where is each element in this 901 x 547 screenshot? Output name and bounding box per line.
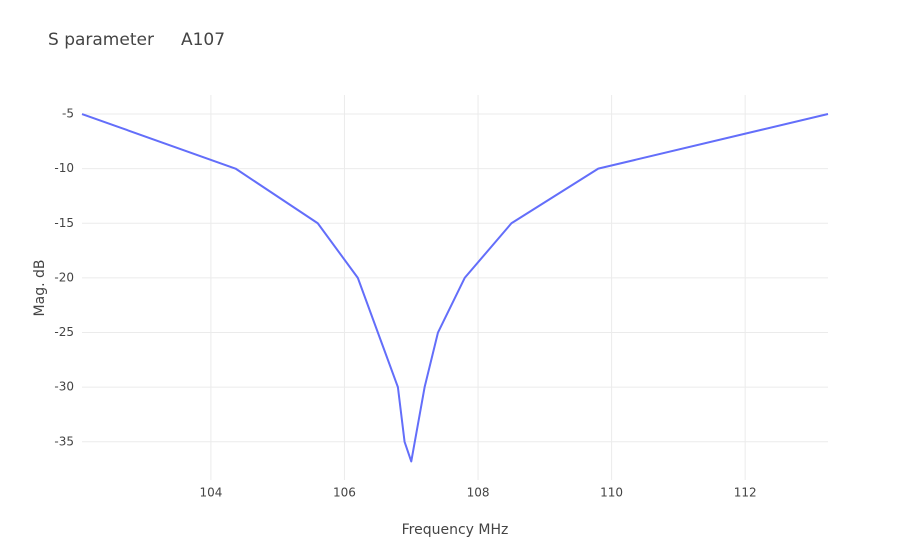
y-tick-label: -10 xyxy=(54,161,74,175)
y-tick-label: -5 xyxy=(62,107,74,121)
y-tick-label: -30 xyxy=(54,380,74,394)
y-tick-label: -25 xyxy=(54,325,74,339)
y-tick-label: -35 xyxy=(54,434,74,448)
x-tick-label: 110 xyxy=(600,486,623,500)
x-tick-label: 104 xyxy=(199,486,222,500)
x-axis-title: Frequency MHz xyxy=(402,522,509,538)
y-tick-label: -15 xyxy=(54,216,74,230)
x-tick-label: 106 xyxy=(333,486,356,500)
x-tick-label: 112 xyxy=(734,486,757,500)
y-tick-label: -20 xyxy=(54,270,74,284)
line-series xyxy=(81,113,829,463)
y-axis-title: Mag. dB xyxy=(32,260,48,317)
x-tick-label: 108 xyxy=(467,486,490,500)
chart-title: S parameter A107 xyxy=(48,30,225,50)
